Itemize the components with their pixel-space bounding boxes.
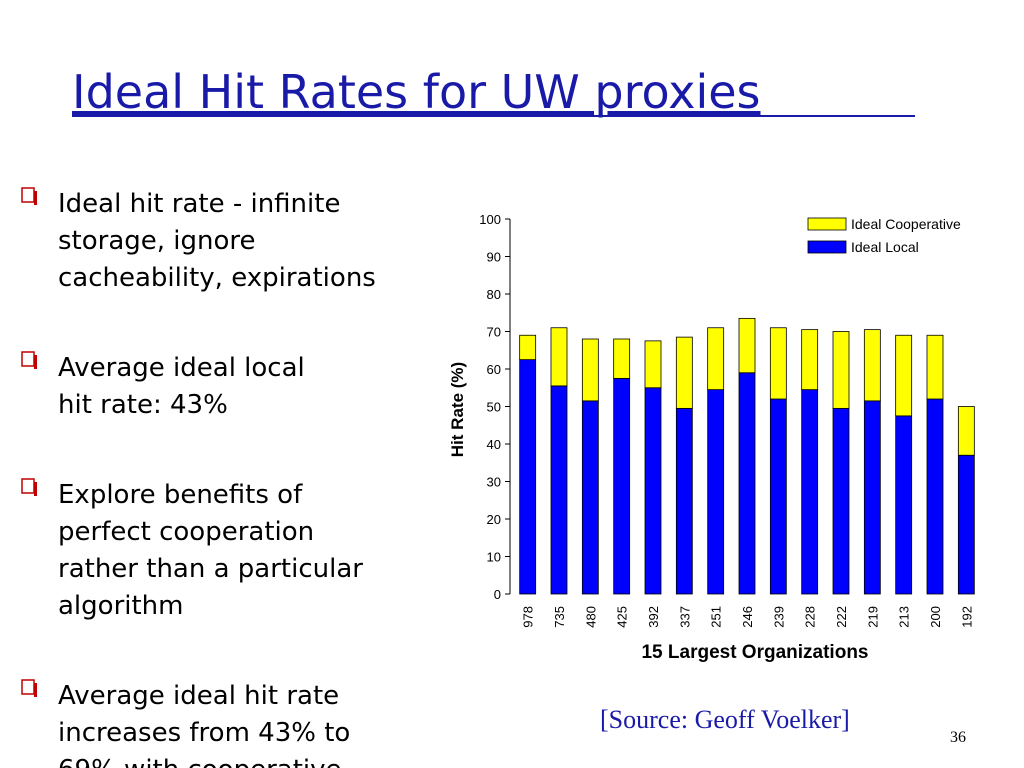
x-tick-label: 251 [709, 606, 724, 628]
y-axis-label: Hit Rate (%) [448, 362, 467, 457]
x-tick-label: 192 [959, 606, 974, 628]
bar-segment [644, 340, 662, 389]
bullet-shadow [34, 683, 37, 697]
x-tick-label: 246 [740, 606, 755, 628]
x-tick-label: 200 [928, 606, 943, 628]
bullet-text: Ideal hit rate - infinite [58, 189, 340, 219]
bullet-text: Explore benefits of [58, 480, 303, 510]
y-tick-label: 20 [487, 512, 501, 527]
bullet-text: 69% with cooperative [58, 755, 342, 768]
bar-segment [926, 398, 944, 595]
bullet-shadow [34, 191, 37, 205]
legend-label: Ideal Local [851, 239, 919, 255]
bar-segment [519, 334, 537, 361]
bullet-text: storage, ignore [58, 226, 256, 256]
bullet-text: cacheability, expirations [58, 263, 376, 293]
x-tick-label: 425 [615, 606, 630, 628]
y-tick-label: 40 [487, 437, 501, 452]
bar-segment [769, 327, 787, 400]
bar-segment [644, 387, 662, 595]
bar-segment [581, 400, 599, 595]
bullet-text: rather than a particular [58, 554, 363, 584]
x-tick-label: 222 [834, 606, 849, 628]
x-tick-label: 978 [521, 606, 536, 628]
y-tick-label: 90 [487, 250, 501, 265]
x-tick-label: 392 [646, 606, 661, 628]
bullet-shadow [34, 482, 37, 496]
bar-segment [675, 336, 693, 409]
bullet-list: Ideal hit rate - infinite storage, ignore… [21, 187, 376, 768]
x-tick-label: 337 [677, 606, 692, 628]
y-tick-label: 30 [487, 475, 501, 490]
bar-segment [801, 389, 819, 595]
bar-segment [738, 317, 756, 374]
bar-segment [832, 407, 850, 595]
bar-segment [863, 329, 881, 402]
bar-segment [707, 327, 725, 391]
bar-segment [550, 327, 568, 387]
bar-segment [519, 359, 537, 595]
slide-title: Ideal Hit Rates for UW proxies [72, 65, 761, 119]
bar-segment [581, 338, 599, 402]
bar-segment [926, 334, 944, 400]
x-tick-label: 239 [771, 606, 786, 628]
bar-segment [895, 415, 913, 595]
bullet-shadow [34, 355, 37, 369]
legend-label: Ideal Cooperative [851, 216, 961, 232]
x-tick-label: 480 [583, 606, 598, 628]
bar-segment [801, 329, 819, 391]
bullet-marker [21, 187, 35, 203]
bar-segment [769, 398, 787, 595]
bullet-text: hit rate: 43% [58, 390, 228, 420]
bar-segment [675, 407, 693, 595]
y-tick-label: 70 [487, 325, 501, 340]
y-tick-label: 0 [494, 587, 501, 602]
bullet-text: perfect cooperation [58, 517, 314, 547]
bar-segment [832, 331, 850, 409]
bar-segment [957, 406, 975, 456]
bar-segment [550, 385, 568, 595]
x-tick-label: 219 [865, 606, 880, 628]
legend-swatch [807, 217, 847, 231]
bar-segment [895, 334, 913, 417]
y-tick-label: 10 [487, 550, 501, 565]
y-tick-label: 100 [479, 212, 501, 227]
bar-segment [613, 377, 631, 595]
bullet-text: Average ideal hit rate [58, 681, 339, 711]
y-tick-label: 50 [487, 400, 501, 415]
bar-segment [957, 454, 975, 595]
bar-segment [863, 400, 881, 595]
chart: 0 10 20 30 40 50 60 70 80 90 100 978 735 480 425 392 337… [448, 212, 975, 663]
bullet-text: algorithm [58, 591, 183, 621]
x-tick-label: 213 [897, 606, 912, 628]
bar-segment [613, 338, 631, 379]
bullet-marker [21, 679, 35, 695]
bullet-text: increases from 43% to [58, 718, 350, 748]
page-number: 36 [950, 729, 966, 746]
bullet-marker [21, 351, 35, 367]
source: [Source: Geoff Voelker] [600, 705, 850, 734]
y-tick-label: 80 [487, 287, 501, 302]
legend-swatch [807, 240, 847, 254]
bullet-marker [21, 478, 35, 494]
x-tick-label: 735 [552, 606, 567, 628]
bullet-text: Average ideal local [58, 353, 305, 383]
bar-segment [738, 372, 756, 595]
x-axis-label: 15 Largest Organizations [641, 642, 868, 663]
bar-segment [707, 389, 725, 595]
x-tick-label: 228 [803, 606, 818, 628]
y-tick-label: 60 [487, 362, 501, 377]
